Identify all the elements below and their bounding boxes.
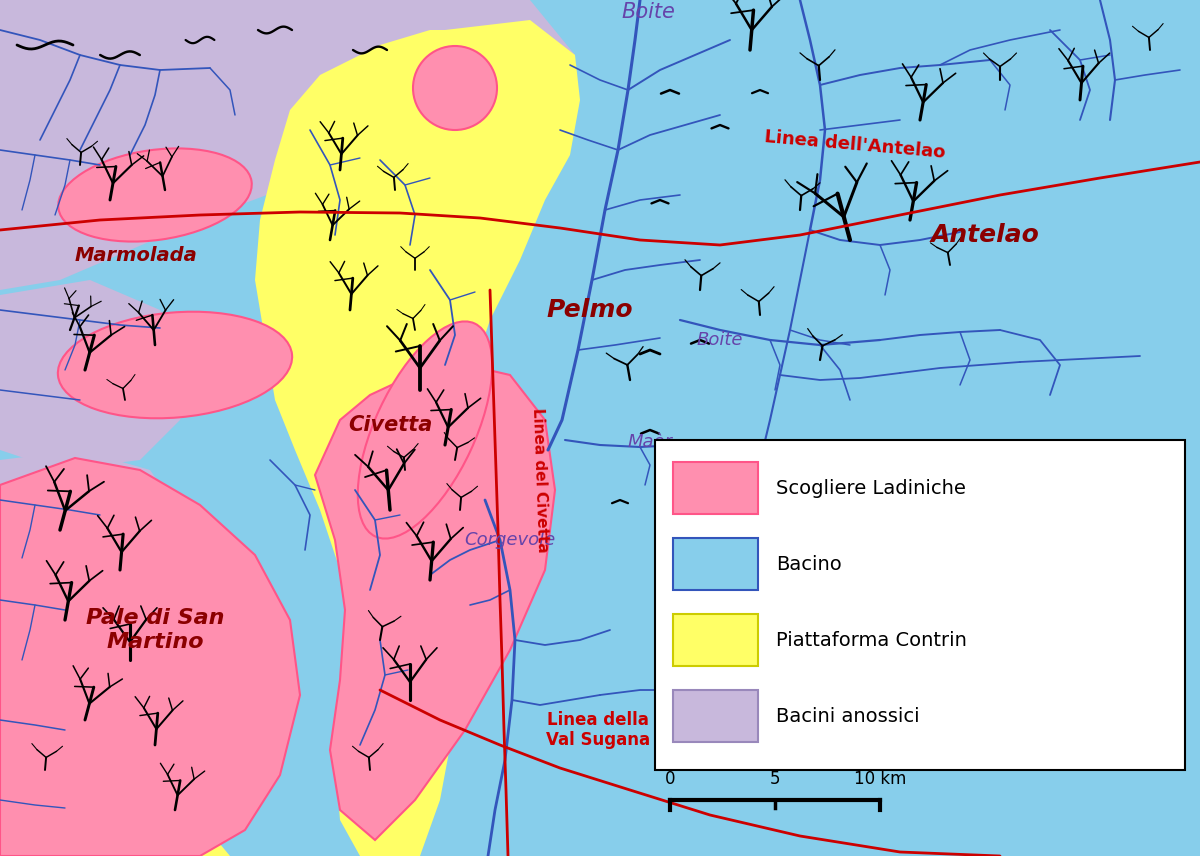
Text: Pale di San
Martino: Pale di San Martino: [85, 609, 224, 651]
Text: Linea della
Val Sugana: Linea della Val Sugana: [546, 710, 650, 749]
Polygon shape: [0, 0, 575, 290]
Polygon shape: [0, 800, 230, 856]
Text: Scogliere Ladiniche: Scogliere Ladiniche: [776, 479, 966, 497]
Bar: [655, 440, 1186, 770]
Text: 5: 5: [769, 770, 780, 788]
Polygon shape: [0, 280, 194, 470]
Text: Bacini anossici: Bacini anossici: [776, 706, 919, 726]
Text: Pelmo: Pelmo: [547, 298, 634, 322]
Text: 10 km: 10 km: [854, 770, 906, 788]
Bar: [673, 614, 758, 666]
Text: Maèr: Maèr: [628, 433, 672, 451]
Polygon shape: [0, 458, 300, 856]
Polygon shape: [314, 360, 554, 840]
Text: 0: 0: [665, 770, 676, 788]
Polygon shape: [256, 20, 580, 856]
Text: Corgevole: Corgevole: [464, 531, 556, 549]
Text: Linea dell'Antelao: Linea dell'Antelao: [764, 128, 946, 162]
Ellipse shape: [58, 312, 292, 419]
Ellipse shape: [358, 322, 492, 538]
Bar: [673, 690, 758, 742]
Text: Marmolada: Marmolada: [74, 246, 198, 265]
Text: Bacino: Bacino: [776, 555, 841, 574]
Ellipse shape: [59, 148, 252, 241]
Text: Civetta: Civetta: [348, 415, 432, 435]
Text: Boite: Boite: [697, 331, 743, 349]
Text: Antelao: Antelao: [931, 223, 1039, 247]
Text: Boite: Boite: [622, 2, 674, 22]
Text: Linea del Civetta: Linea del Civetta: [530, 407, 550, 553]
Bar: [673, 462, 758, 514]
Text: Piattaforma Contrin: Piattaforma Contrin: [776, 631, 967, 650]
Circle shape: [413, 46, 497, 130]
Polygon shape: [0, 450, 185, 660]
Bar: [673, 538, 758, 590]
